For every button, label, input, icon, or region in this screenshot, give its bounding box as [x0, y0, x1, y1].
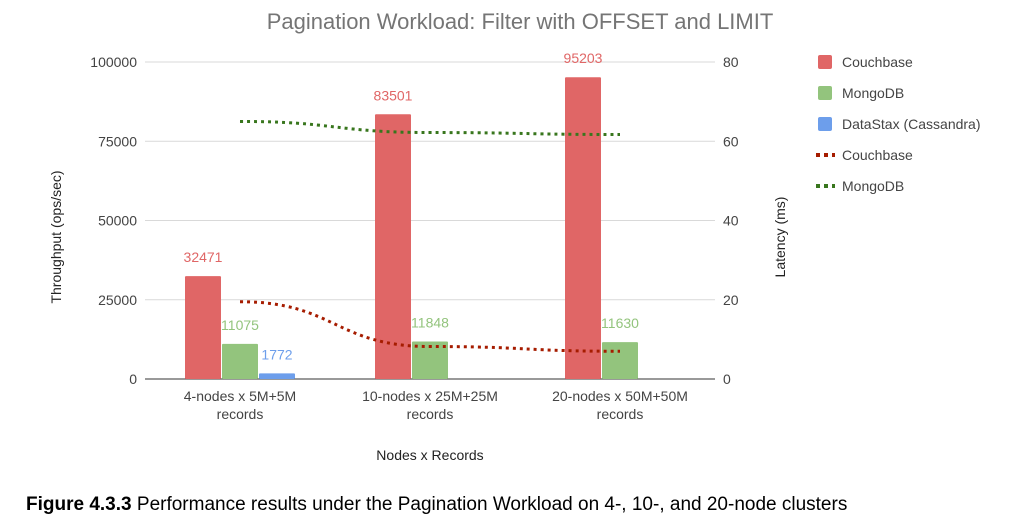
- legend-label: Couchbase: [842, 147, 913, 163]
- y-tick-label: 50000: [98, 213, 137, 229]
- y-axis-label: Throughput (ops/sec): [48, 170, 64, 303]
- bar: [259, 373, 295, 379]
- bar-value-label: 83501: [374, 87, 413, 103]
- y-tick-label: 25000: [98, 292, 137, 308]
- x-axis-label: Nodes x Records: [376, 447, 483, 463]
- bar-value-label: 1772: [261, 346, 292, 362]
- bar: [185, 276, 221, 379]
- bar-value-label: 95203: [564, 50, 603, 66]
- x-tick-label: records: [597, 406, 644, 422]
- x-tick-label: 10-nodes x 25M+25M: [362, 388, 498, 404]
- x-tick-label: records: [217, 406, 264, 422]
- figure-caption-text: Performance results under the Pagination…: [136, 494, 848, 515]
- figure-label: Figure 4.3.3: [26, 494, 132, 515]
- chart: Pagination Workload: Filter with OFFSET …: [48, 9, 981, 463]
- chart-title: Pagination Workload: Filter with OFFSET …: [267, 9, 774, 34]
- axes: 0 25000 50000 75000 100000 0 20 40 60 80 4-nodes x…: [90, 54, 739, 422]
- bar: [375, 114, 411, 380]
- legend: Couchbase MongoDB DataStax (Cassandra) Couc…: [816, 54, 981, 194]
- bar-value-label: 11075: [221, 317, 259, 333]
- bar-value-label: 32471: [184, 249, 223, 265]
- legend-label: MongoDB: [842, 85, 904, 101]
- y2-tick-label: 60: [723, 133, 739, 149]
- latency-lines: [239, 119, 621, 353]
- x-tick-label: records: [407, 406, 454, 422]
- bars: [185, 77, 638, 380]
- figure-caption: Figure 4.3.3 Performance results under t…: [26, 494, 847, 516]
- latency-line: [239, 300, 621, 353]
- legend-label: DataStax (Cassandra): [842, 116, 981, 132]
- legend-swatch: [818, 86, 832, 100]
- y2-tick-label: 40: [723, 213, 739, 229]
- y-tick-label: 75000: [98, 133, 137, 149]
- y2-tick-label: 0: [723, 371, 731, 387]
- legend-swatch: [818, 55, 832, 69]
- bar-labels: 32471 83501 95203 11075 11848 11630 1772: [184, 50, 640, 362]
- y2-axis-label: Latency (ms): [772, 197, 788, 278]
- bar-value-label: 11630: [601, 315, 639, 331]
- y2-tick-label: 20: [723, 292, 739, 308]
- bar: [565, 77, 601, 380]
- y-tick-label: 100000: [90, 54, 137, 70]
- bar: [412, 341, 448, 379]
- y2-tick-label: 80: [723, 54, 739, 70]
- legend-label: MongoDB: [842, 178, 904, 194]
- x-tick-label: 20-nodes x 50M+50M: [552, 388, 688, 404]
- latency-line: [239, 119, 621, 137]
- legend-swatch: [818, 117, 832, 131]
- x-tick-label: 4-nodes x 5M+5M: [184, 388, 296, 404]
- y-tick-label: 0: [129, 371, 137, 387]
- bar: [222, 343, 258, 379]
- legend-label: Couchbase: [842, 54, 913, 70]
- bar: [602, 342, 638, 379]
- bar-value-label: 11848: [411, 314, 449, 330]
